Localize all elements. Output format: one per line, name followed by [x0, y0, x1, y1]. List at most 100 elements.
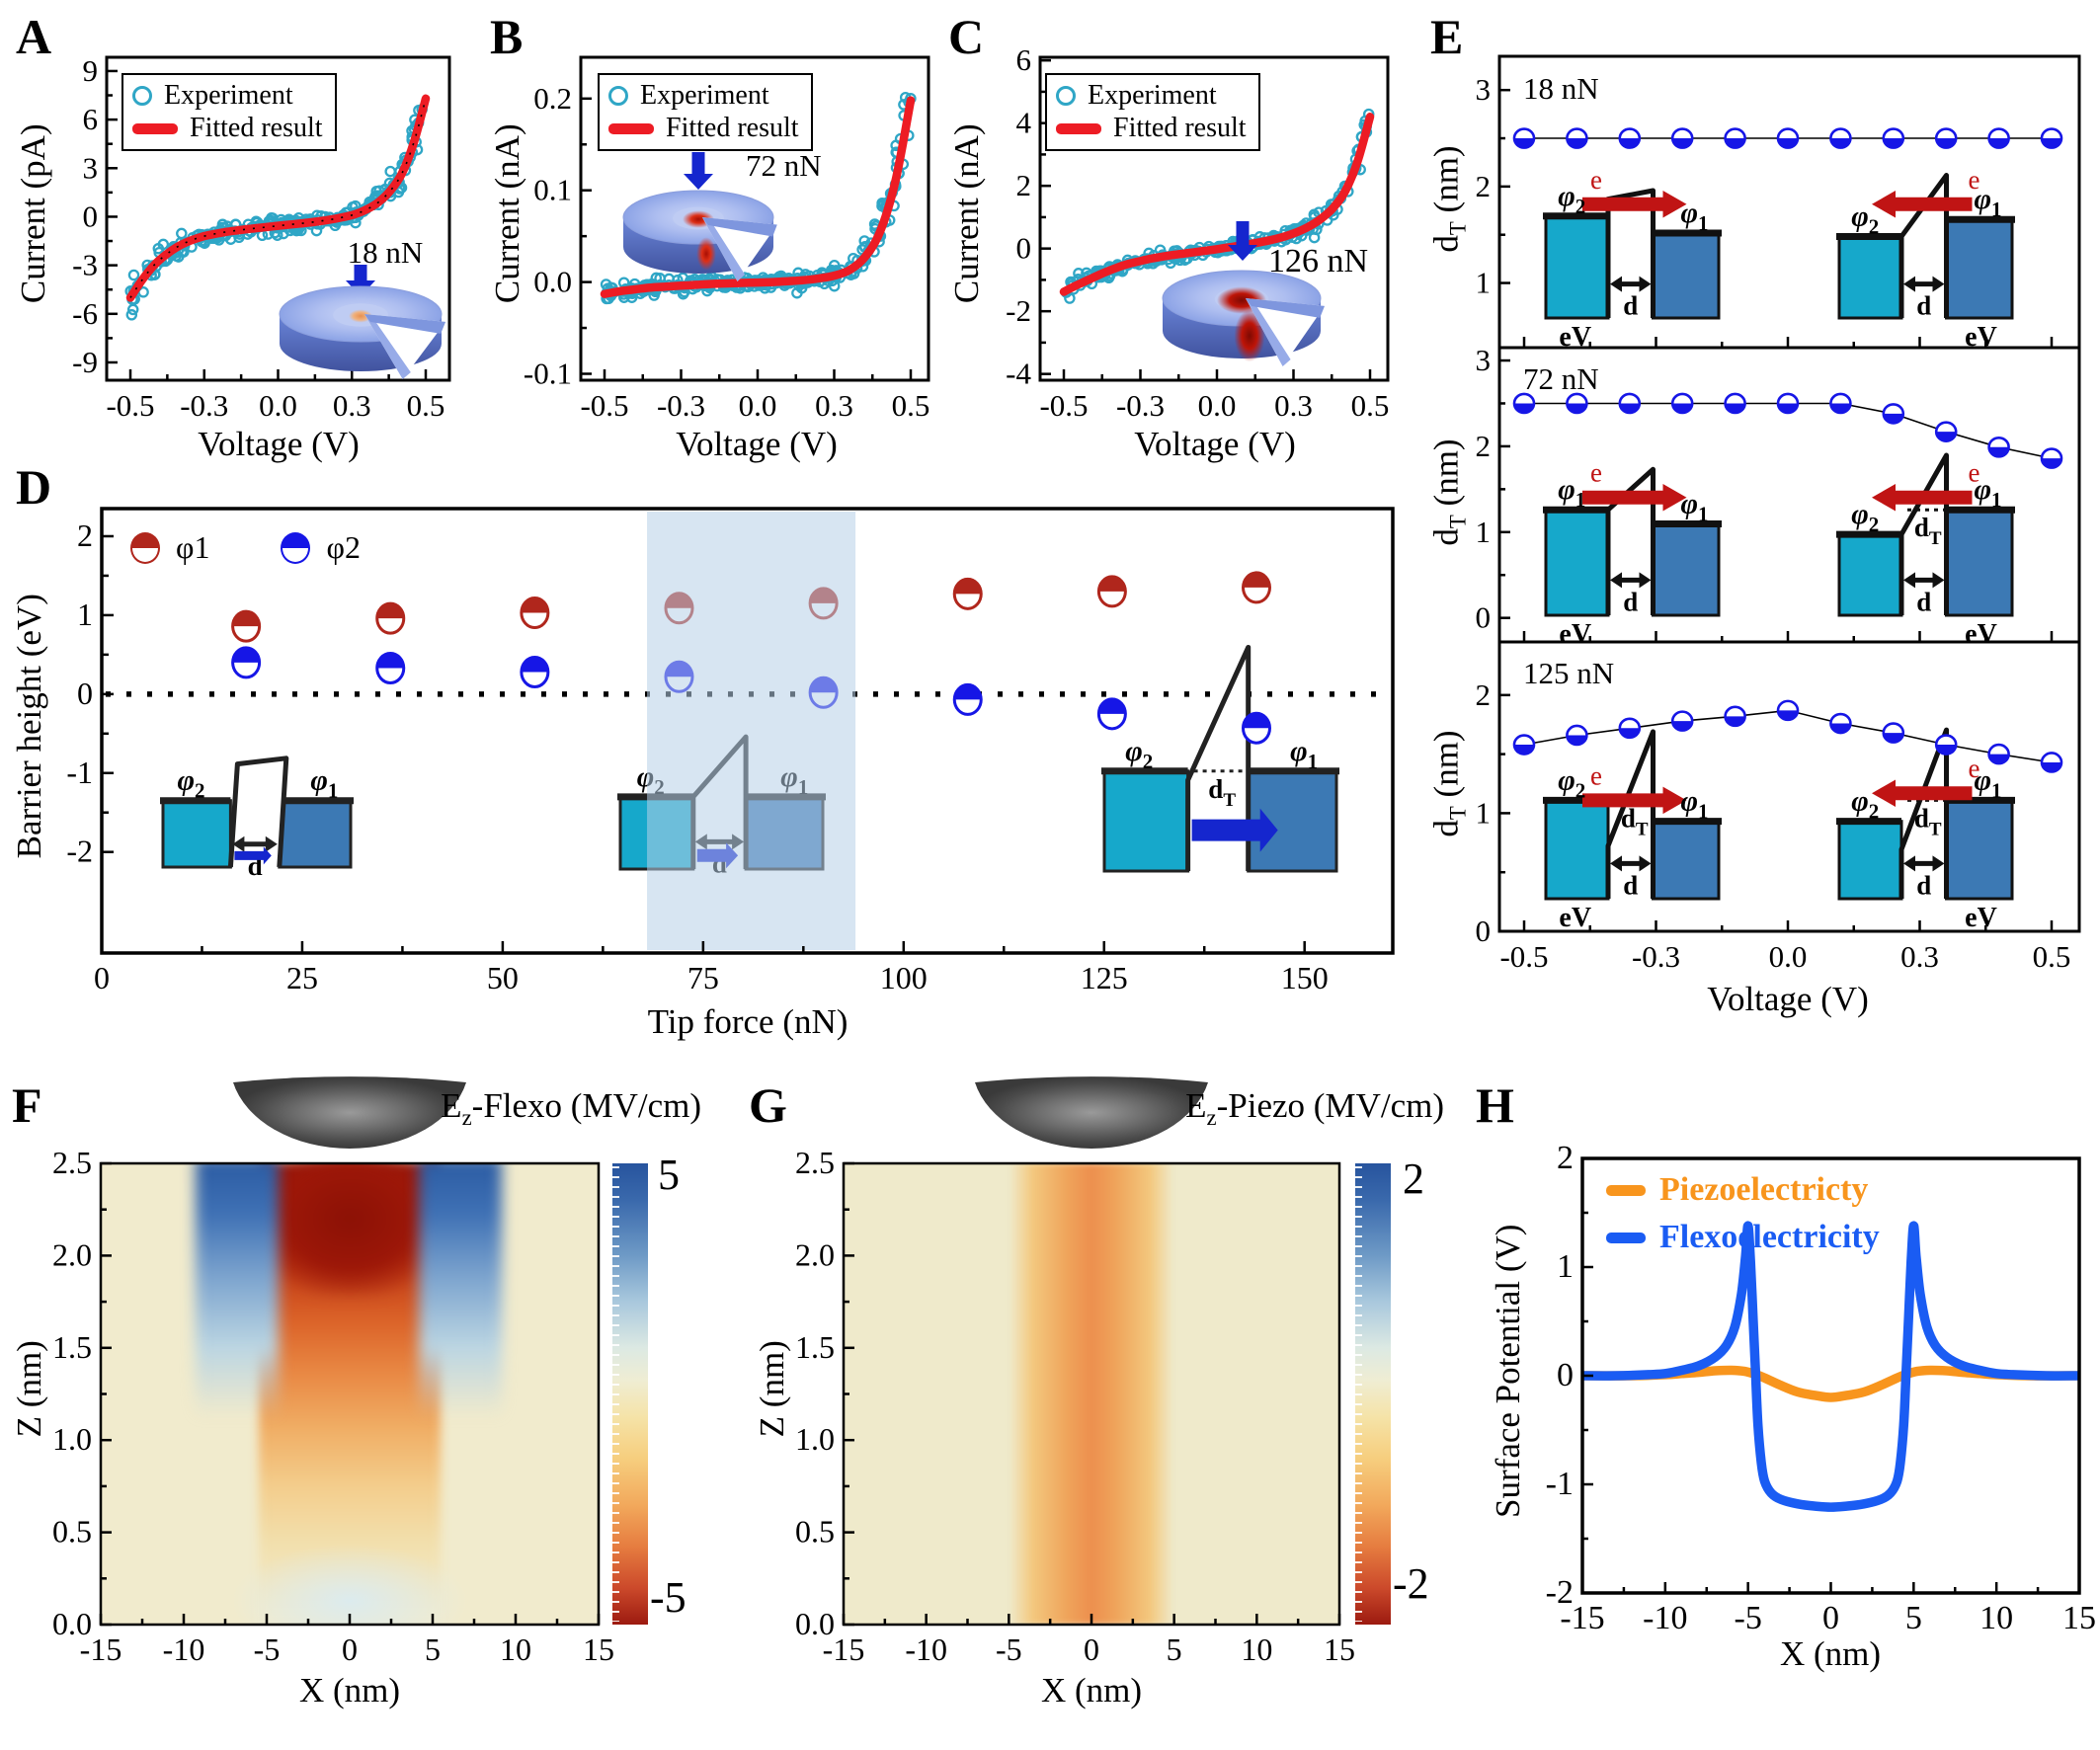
svg-text:eV: eV [1965, 903, 1997, 933]
flexo-colorbar [612, 1163, 648, 1625]
svg-text:-0.3: -0.3 [1116, 388, 1165, 423]
svg-text:0.0: 0.0 [1198, 388, 1237, 423]
svg-text:6: 6 [83, 102, 99, 136]
svg-text:-0.5: -0.5 [1039, 388, 1088, 423]
e-force-label-18: 18 nN [1523, 71, 1599, 106]
svg-text:2: 2 [77, 517, 93, 553]
svg-text:0.5: 0.5 [52, 1514, 92, 1550]
f-title: Ez-Flexo (MV/cm) [441, 1086, 701, 1130]
svg-text:3: 3 [83, 150, 99, 185]
svg-text:eV: eV [1559, 903, 1591, 933]
svg-text:φ1: φ1 [1680, 487, 1708, 525]
svg-text:4: 4 [1016, 106, 1032, 140]
svg-text:1.5: 1.5 [795, 1329, 835, 1365]
flexo-hotspot [251, 1163, 448, 1298]
svg-text:φ2: φ2 [1851, 498, 1879, 536]
c-force-label: 126 nN [1268, 243, 1369, 279]
svg-text:d: d [1623, 291, 1638, 321]
svg-text:0: 0 [77, 676, 93, 711]
svg-text:1.0: 1.0 [52, 1421, 92, 1457]
panel-letter-g: G [749, 1077, 787, 1133]
b-ylabel: Current (nA) [487, 123, 526, 304]
svg-text:φ1: φ1 [1974, 473, 2001, 512]
svg-text:-2: -2 [1546, 1574, 1574, 1611]
d-xlabel: Tip force (nN) [647, 1002, 848, 1041]
svg-text:-6: -6 [72, 296, 98, 331]
d-legend-phi1: φ1 [176, 529, 210, 565]
a-legend-experiment: Experiment [164, 80, 293, 111]
svg-text:0.3: 0.3 [1274, 388, 1313, 423]
svg-text:15: 15 [2062, 1600, 2096, 1636]
d-legend: φ1 φ2 [130, 529, 361, 566]
svg-text:10: 10 [1979, 1600, 2013, 1636]
g-ylabel: Z (nm) [752, 1340, 791, 1438]
svg-text:0.0: 0.0 [795, 1606, 835, 1641]
svg-text:2.5: 2.5 [795, 1145, 835, 1180]
svg-text:φ1: φ1 [1290, 735, 1318, 773]
svg-text:0.5: 0.5 [1351, 388, 1390, 423]
g-xlabel: X (nm) [1040, 1671, 1143, 1710]
svg-text:0: 0 [1822, 1600, 1839, 1636]
g-title: Ez-Piezo (MV/cm) [1185, 1086, 1444, 1130]
svg-text:0.3: 0.3 [815, 388, 853, 423]
svg-text:0: 0 [1557, 1357, 1574, 1393]
svg-text:eV: eV [1965, 619, 1997, 650]
e-ylabel-3: dT (nm) [1426, 730, 1471, 837]
svg-text:-3: -3 [72, 248, 98, 282]
svg-text:-0.5: -0.5 [106, 388, 154, 423]
svg-text:e: e [1590, 165, 1602, 195]
svg-text:1: 1 [1476, 795, 1492, 830]
svg-text:10: 10 [1241, 1631, 1272, 1667]
svg-text:-5: -5 [254, 1631, 281, 1667]
svg-text:0.5: 0.5 [407, 388, 445, 423]
svg-text:eV: eV [1559, 619, 1591, 650]
svg-text:φ1: φ1 [1680, 197, 1708, 235]
g-colorbar-min: -2 [1393, 1559, 1429, 1608]
flexo-bottom-glow [231, 1544, 468, 1625]
svg-text:-0.3: -0.3 [1632, 939, 1680, 974]
experiment-marker-icon [608, 86, 628, 107]
svg-text:φ2: φ2 [1851, 785, 1879, 824]
panel-letter-d: D [16, 459, 52, 515]
svg-text:d: d [1623, 870, 1638, 900]
h-legend-flexo: Flexoelectricity [1659, 1219, 1880, 1255]
svg-text:3: 3 [1476, 72, 1492, 107]
svg-text:e: e [1590, 760, 1602, 790]
svg-text:2.0: 2.0 [52, 1236, 92, 1272]
fitted-line-icon [1056, 122, 1101, 134]
svg-text:5: 5 [1905, 1600, 1922, 1636]
svg-text:φ1: φ1 [1974, 763, 2001, 802]
phi2-marker-icon [281, 531, 311, 564]
fitted-line-icon [608, 122, 654, 134]
svg-text:2: 2 [1557, 1140, 1574, 1176]
panel-letter-e: E [1430, 9, 1464, 64]
svg-text:-15: -15 [80, 1631, 122, 1667]
svg-text:50: 50 [487, 960, 519, 995]
experiment-marker-icon [1056, 86, 1076, 107]
svg-text:2.5: 2.5 [52, 1145, 92, 1180]
svg-text:25: 25 [286, 960, 318, 995]
piezo-colorbar [1355, 1163, 1391, 1625]
d-ylabel: Barrier height (eV) [9, 594, 48, 859]
svg-text:6: 6 [1016, 42, 1032, 77]
colorbar-ticks [1355, 1166, 1362, 1622]
svg-text:-1: -1 [1546, 1466, 1574, 1502]
flexo-positive-lobe-left [196, 1163, 279, 1464]
svg-text:φ2: φ2 [1125, 735, 1153, 773]
svg-text:-5: -5 [996, 1631, 1022, 1667]
svg-text:1: 1 [77, 597, 93, 632]
svg-text:0.0: 0.0 [533, 265, 572, 299]
a-force-label: 18 nN [347, 235, 424, 270]
svg-text:-1: -1 [66, 755, 93, 790]
f-xlabel: X (nm) [298, 1671, 401, 1710]
experiment-marker-icon [132, 86, 152, 107]
svg-text:e: e [1969, 754, 1980, 783]
a-legend: Experiment Fitted result [121, 73, 337, 152]
flexo-heatmap [101, 1163, 599, 1625]
svg-text:5: 5 [1167, 1631, 1182, 1667]
svg-text:2: 2 [1476, 677, 1492, 712]
svg-text:e: e [1590, 458, 1602, 488]
svg-text:d: d [1623, 587, 1638, 616]
